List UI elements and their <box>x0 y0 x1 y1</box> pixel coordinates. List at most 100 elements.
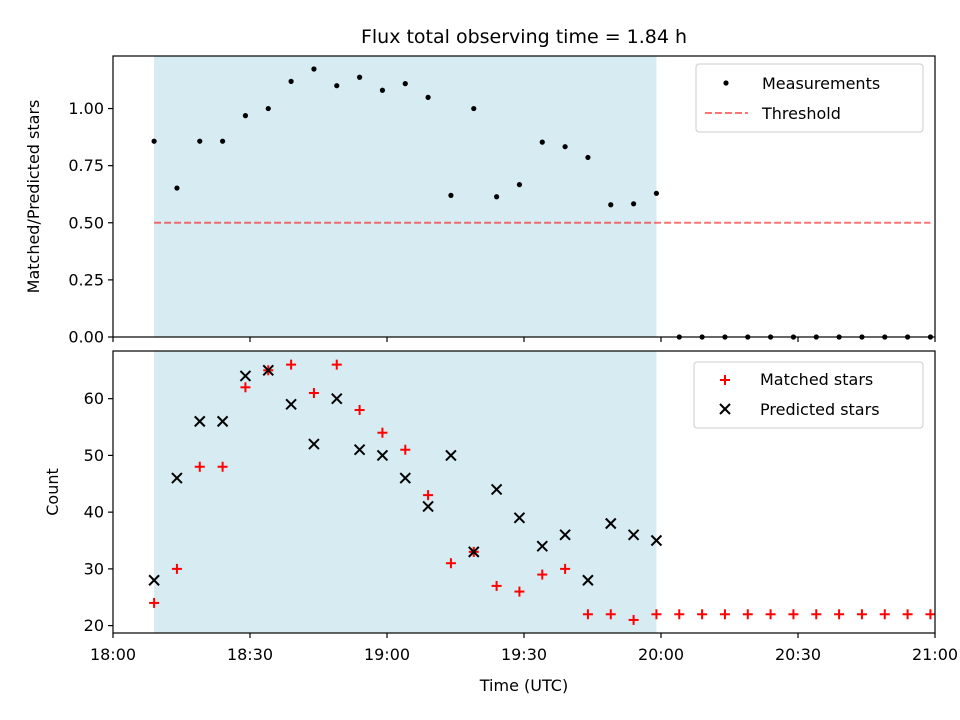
legend-predicted-marker <box>719 403 731 415</box>
predicted-star-point <box>536 540 548 552</box>
predicted-star-point <box>308 438 320 450</box>
matched-star-point <box>628 614 639 625</box>
measurement-point <box>448 192 454 198</box>
predicted-star-point <box>445 449 457 462</box>
top-y-axis-label: Matched/Predicted stars <box>24 100 43 294</box>
legend-plus-glyph <box>720 375 730 385</box>
matched-star-point <box>445 558 456 569</box>
legend-threshold-label: Threshold <box>761 104 841 123</box>
predicted-star-point-b <box>490 483 503 496</box>
matched-star-point <box>149 597 160 608</box>
measurement-point <box>516 182 523 188</box>
predicted-star-point-b <box>650 534 663 547</box>
legend-x-glyph <box>719 403 731 415</box>
x-tick-label: 19:00 <box>364 645 410 664</box>
measurement-point <box>471 105 477 112</box>
predicted-star-point <box>285 398 297 411</box>
measurement-point <box>334 83 340 89</box>
x-tick-label: 20:30 <box>775 645 821 664</box>
bottom-legend: Matched stars Predicted stars <box>693 361 924 429</box>
matched-star-point <box>400 444 411 455</box>
bottom-y-ticks: 20 30 40 50 60 <box>84 389 113 635</box>
measurement-point <box>494 194 500 200</box>
measurement-point <box>242 113 249 119</box>
matched-star-point <box>560 563 571 574</box>
matched-star-point <box>925 609 936 620</box>
y-tick-label: 0.75 <box>68 156 104 175</box>
matched-star-point <box>308 387 319 398</box>
bottom-legend-box <box>693 361 924 429</box>
matched-star-point <box>811 609 822 620</box>
predicted-star-point-b <box>148 574 160 586</box>
x-tick-label: 18:00 <box>90 645 136 664</box>
legend-matched-marker <box>720 375 730 385</box>
matched-star-point <box>286 359 297 370</box>
matched-star-point <box>331 359 342 370</box>
y-tick-label: 60 <box>84 389 104 408</box>
x-tick-label: 18:30 <box>227 645 273 664</box>
y-tick-label: 40 <box>84 503 104 522</box>
predicted-star-point <box>376 449 389 462</box>
measurement-point <box>585 154 591 161</box>
matched-star-point <box>194 461 205 472</box>
predicted-star-point-b <box>605 517 617 530</box>
matched-star-point <box>605 609 616 620</box>
predicted-star-point <box>239 370 252 382</box>
legend-predicted-label: Predicted stars <box>760 400 880 419</box>
predicted-star-point <box>490 483 503 496</box>
predicted-star-point-b <box>582 574 594 586</box>
top-axes-frame <box>112 55 936 338</box>
predicted-star-point-b <box>239 370 252 382</box>
matched-star-point <box>788 609 799 620</box>
matched-star-point <box>537 569 548 580</box>
matched-star-point <box>697 609 708 620</box>
bottom-x-ticks: 18:00 18:30 19:00 19:30 20:00 20:30 21:00 <box>90 633 958 664</box>
predicted-star-point-b <box>216 415 229 428</box>
matched-star-point <box>514 586 525 597</box>
measurement-point <box>265 105 271 112</box>
top-panel: 0.00 0.25 0.50 0.75 1.00 Matched/Predicted s… <box>24 55 936 347</box>
measurement-point <box>608 202 614 208</box>
matched-star-point <box>582 609 593 620</box>
measurement-point <box>311 66 317 72</box>
predicted-star-point <box>171 472 183 484</box>
bottom-panel: 20 30 40 50 60 18:00 18:30 19:00 19:30 20:00 20:3… <box>43 350 958 695</box>
y-tick-label: 50 <box>84 446 104 465</box>
y-tick-label: 0.00 <box>68 328 104 347</box>
matched-star-point <box>834 609 845 620</box>
predicted-star-point <box>148 574 160 586</box>
top-shaded-interval <box>154 56 657 337</box>
matched-star-point <box>902 609 913 620</box>
predicted-star-point-b <box>445 449 457 462</box>
matched-star-point <box>765 609 776 620</box>
predicted-star-point <box>216 415 229 428</box>
measurement-point <box>357 74 363 80</box>
matched-star-point <box>651 609 662 620</box>
predicted-star-point-b <box>627 529 640 541</box>
legend-x-glyph-b <box>719 403 731 415</box>
matched-star-point <box>377 427 388 438</box>
y-tick-label: 30 <box>84 559 104 578</box>
predicted-star-point-b <box>308 438 320 450</box>
y-tick-label: 0.50 <box>68 213 104 232</box>
top-x-ticks <box>112 337 936 342</box>
matched-star-point <box>674 609 685 620</box>
matched-star-point <box>217 461 228 472</box>
legend-matched-label: Matched stars <box>760 370 873 389</box>
x-axis-label: Time (UTC) <box>479 676 568 695</box>
measurement-point <box>197 138 203 144</box>
predicted-star-point-b <box>399 472 411 484</box>
x-tick-label: 19:30 <box>501 645 547 664</box>
measurement-point <box>151 138 157 144</box>
predicted-star-point-b <box>422 500 434 513</box>
predicted-star-point-b <box>513 512 526 524</box>
measurement-point <box>402 81 408 87</box>
y-tick-label: 1.00 <box>68 99 104 118</box>
matched-star-point <box>240 382 251 393</box>
measurement-point <box>631 201 637 207</box>
predicted-star-point <box>262 364 274 376</box>
predicted-star-point-b <box>468 546 480 558</box>
matched-star-point <box>171 563 182 574</box>
predicted-star-point-b <box>171 472 183 484</box>
